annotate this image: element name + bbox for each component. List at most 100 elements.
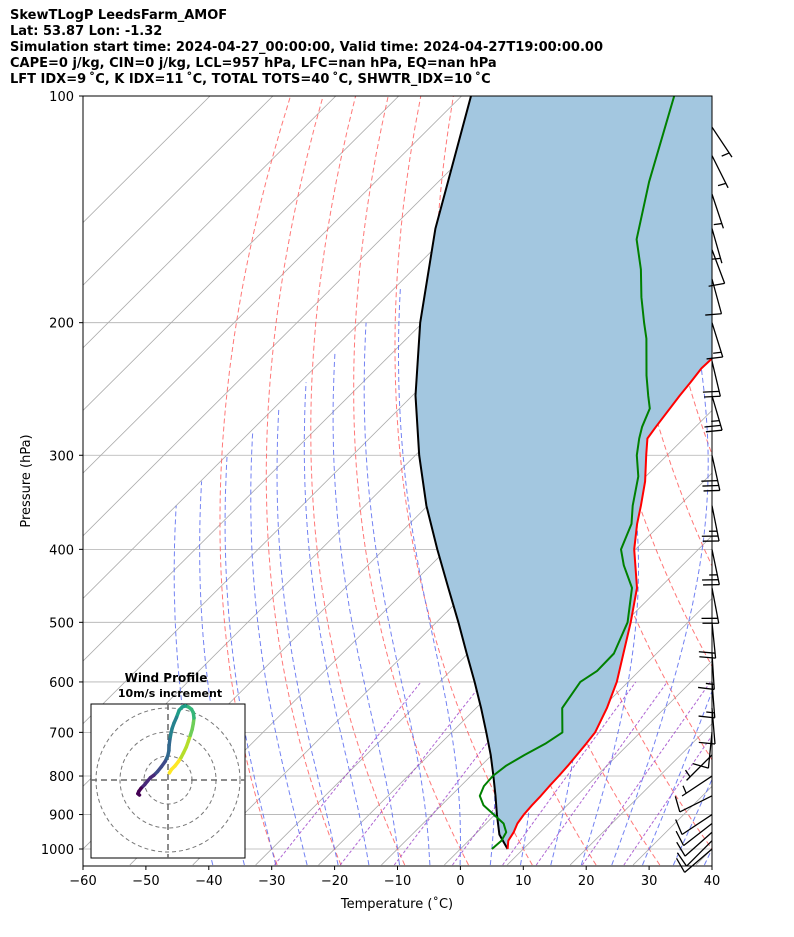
wind-barb <box>675 822 713 847</box>
wind-barb <box>676 831 713 857</box>
y-tick-label: 800 <box>49 770 74 785</box>
y-tick-label: 700 <box>49 726 74 741</box>
barb-full <box>675 830 685 846</box>
barb-shaft <box>711 653 715 690</box>
y-tick-label: 500 <box>49 616 74 631</box>
barb-half <box>705 682 715 686</box>
barb-full <box>704 424 721 428</box>
barb-full <box>705 429 723 433</box>
moist-adiabat-line <box>224 455 277 866</box>
mixing-ratio-line <box>502 681 637 866</box>
x-axis-label: Temperature (˚C) <box>340 896 453 912</box>
cape-line: CAPE=0 j/kg, CIN=0 j/kg, LCL=957 hPa, LF… <box>10 56 497 71</box>
location-line: Lat: 53.87 Lon: -1.32 <box>10 24 163 39</box>
barb-half <box>712 257 721 260</box>
barb-shaft <box>707 732 713 769</box>
barb-shaft <box>681 775 713 797</box>
barb-half <box>682 785 687 794</box>
parcel-profile-line <box>414 96 509 850</box>
wind-barb <box>701 455 721 492</box>
x-tick-label: −20 <box>321 874 348 889</box>
barb-full <box>698 686 715 691</box>
wind-barb <box>702 549 720 586</box>
barb-shaft <box>684 831 713 857</box>
barb-shaft <box>686 754 713 781</box>
wind-barb <box>684 754 713 781</box>
y-tick-label: 200 <box>49 317 74 332</box>
x-tick-label: −30 <box>258 874 285 889</box>
isotherm-line <box>83 96 274 286</box>
isotherm-line <box>83 96 462 474</box>
y-tick-label: 1000 <box>41 843 74 858</box>
barb-shaft <box>683 822 713 847</box>
wind-barb <box>676 840 713 867</box>
barb-shaft <box>711 126 733 158</box>
wind-barb <box>698 708 716 745</box>
barb-half <box>684 769 691 778</box>
barb-shaft <box>711 587 720 624</box>
wind-barb <box>675 848 713 873</box>
x-tick-label: 30 <box>641 874 658 889</box>
moist-adiabat-line <box>672 778 712 866</box>
mixing-ratio-line <box>535 681 668 866</box>
barb-half <box>713 351 722 354</box>
barb-full <box>692 762 709 769</box>
barb-full <box>698 741 716 745</box>
y-tick-label: 100 <box>49 90 74 105</box>
wind-barb <box>698 622 717 659</box>
mixing-ratio-line <box>274 681 422 866</box>
dry-adiabat-line <box>265 96 342 866</box>
wind-barb <box>711 228 723 264</box>
barb-full <box>676 841 686 857</box>
dry-adiabat-line <box>779 96 794 865</box>
barb-full <box>705 313 722 316</box>
indices-line: LFT IDX=9 ˚C, K IDX=11 ˚C, TOTAL TOTS=40… <box>10 72 491 87</box>
wind-barb <box>701 505 720 542</box>
moist-adiabat-line <box>363 322 431 866</box>
moist-adiabat-line <box>703 847 712 866</box>
cape-shading <box>415 96 712 849</box>
dry-adiabat-line <box>219 96 291 866</box>
barb-shaft <box>711 155 729 189</box>
hodograph-segment <box>136 791 142 797</box>
barb-full <box>698 651 716 654</box>
inset-subtitle: 10m/s increment <box>118 687 222 700</box>
barb-shaft <box>711 622 717 659</box>
dewpoint-profile-line <box>478 96 676 850</box>
barb-full <box>701 480 718 482</box>
y-tick-label: 600 <box>49 676 74 691</box>
axis-ticks: −60 −50 −40 −30 −20 −10 0 10 20 30 40 1000 900 800 700… <box>41 90 720 889</box>
isotherm-line <box>569 723 712 866</box>
barb-full <box>704 395 721 398</box>
wind-barbs <box>674 126 733 873</box>
temperature-profile-line <box>506 357 712 850</box>
barb-full <box>702 484 719 487</box>
barb-shaft <box>681 814 713 836</box>
x-tick-label: 10 <box>515 874 532 889</box>
barb-full <box>698 715 715 719</box>
x-tick-label: 0 <box>456 874 464 889</box>
barb-full <box>676 852 688 867</box>
x-tick-label: −40 <box>195 874 222 889</box>
y-tick-label: 300 <box>49 449 74 464</box>
wind-barb <box>711 126 733 158</box>
mixing-ratio-line <box>339 681 484 866</box>
barb-shaft <box>711 549 720 585</box>
x-tick-label: 20 <box>578 874 595 889</box>
mixing-ratio-line <box>623 734 712 866</box>
dry-adiabat-line <box>747 96 794 865</box>
wind-barb <box>675 814 713 836</box>
moist-adiabat-line <box>398 288 461 866</box>
x-tick-label: 40 <box>704 874 721 889</box>
wind-profile-inset: Wind Profile 10m/s increment <box>90 671 246 859</box>
moist-adiabat-line <box>303 382 370 866</box>
barb-shaft <box>686 840 713 867</box>
barb-full <box>699 656 716 659</box>
chart-title-block: SkewTLogP LeedsFarm_AMOF Lat: 53.87 Lon:… <box>10 8 603 88</box>
y-tick-label: 400 <box>49 543 74 558</box>
barb-shaft <box>711 322 724 358</box>
barb-shaft <box>711 505 720 542</box>
barb-half <box>706 711 715 714</box>
wind-barb <box>692 732 713 769</box>
barb-shaft <box>711 193 725 229</box>
